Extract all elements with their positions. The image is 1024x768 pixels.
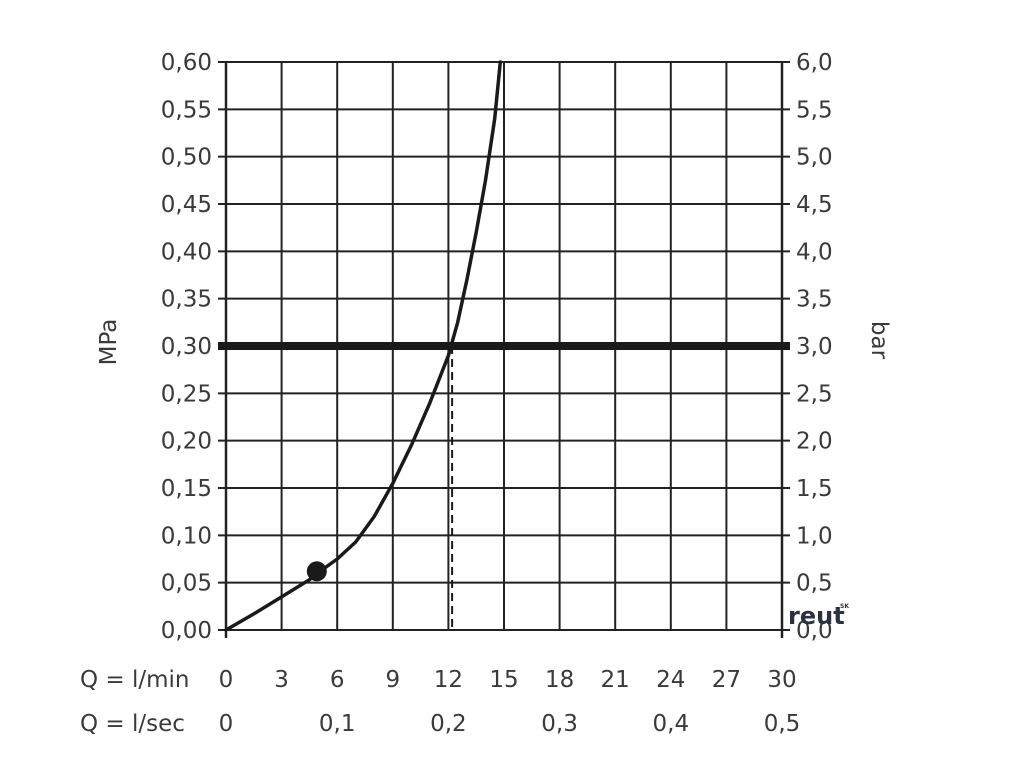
y-tick-label-left: 0,35 (161, 287, 212, 313)
pressure-flow-curve (224, 60, 503, 632)
x-axis-label-lsec: Q = l/sec (80, 711, 185, 737)
plot-area (218, 60, 790, 632)
watermark-logo-sup: SK (840, 603, 849, 610)
x-tick-label-lmin: 21 (601, 667, 630, 693)
x-tick-label-lmin: 15 (489, 667, 518, 693)
x-axis-ticks-lmin: 0 3 6 9 12 15 18 21 24 27 30 (219, 667, 797, 693)
left-axis-ticks: 0,00 0,05 0,10 0,15 0,20 0,25 0,30 0,35 0,40 0,45… (161, 50, 212, 644)
x-tick-label-lsec: 0,4 (653, 711, 690, 737)
y-tick-label-left: 0,60 (161, 50, 212, 76)
y-tick-label-left: 0,50 (161, 145, 212, 171)
y-tick-label-right: 3,0 (796, 334, 833, 360)
x-tick-label-lmin: 27 (712, 667, 741, 693)
y-tick-label-right: 4,5 (796, 192, 833, 218)
y-tick-label-right: 3,5 (796, 287, 833, 313)
y-tick-label-left: 0,25 (161, 381, 212, 407)
x-tick-label-lmin: 0 (219, 667, 234, 693)
y-tick-label-right: 5,0 (796, 145, 833, 171)
x-tick-label-lsec: 0,1 (319, 711, 356, 737)
x-tick-label-lmin: 3 (274, 667, 289, 693)
y-tick-label-left: 0,15 (161, 476, 212, 502)
y-axis-title-left: MPa (96, 319, 122, 366)
x-tick-label-lsec: 0 (219, 711, 234, 737)
y-tick-label-left: 0,05 (161, 571, 212, 597)
y-tick-label-left: 0,00 (161, 618, 212, 644)
y-tick-label-right: 5,5 (796, 97, 833, 123)
y-tick-label-left: 0,55 (161, 97, 212, 123)
y-tick-label-left: 0,40 (161, 239, 212, 265)
y-tick-label-left: 0,45 (161, 192, 212, 218)
x-tick-label-lmin: 6 (330, 667, 345, 693)
x-tick-label-lsec: 0,3 (541, 711, 578, 737)
y-tick-label-right: 0,0 (796, 618, 833, 644)
y-tick-label-right: 1,5 (796, 476, 833, 502)
y-tick-label-right: 0,5 (796, 571, 833, 597)
y-tick-label-right: 2,5 (796, 381, 833, 407)
y-tick-label-right: 6,0 (796, 50, 833, 76)
x-tick-label-lmin: 9 (385, 667, 400, 693)
y-tick-label-left: 0,30 (161, 334, 212, 360)
y-axis-title-right: bar (866, 321, 892, 360)
x-tick-label-lmin: 24 (656, 667, 685, 693)
y-tick-label-left: 0,20 (161, 429, 212, 455)
watermark-logo: reut (788, 602, 845, 630)
x-tick-label-lmin: 12 (434, 667, 463, 693)
y-tick-label-right: 2,0 (796, 429, 833, 455)
x-tick-label-lmin: 30 (767, 667, 796, 693)
y-tick-label-left: 0,10 (161, 523, 212, 549)
x-tick-label-lsec: 0,5 (764, 711, 801, 737)
y-tick-label-right: 4,0 (796, 239, 833, 265)
x-axis-ticks-lsec: 0 0,1 0,2 0,3 0,4 0,5 (219, 711, 801, 737)
y-tick-label-right: 1,0 (796, 523, 833, 549)
right-axis-ticks: 0,0 0,5 1,0 1,5 2,0 2,5 3,0 3,5 4,0 4,5 5,0 5,5 6,0 (796, 50, 833, 644)
marker-point (306, 561, 327, 582)
x-axis-label-lmin: Q = l/min (80, 667, 190, 693)
x-tick-label-lsec: 0,2 (430, 711, 467, 737)
x-tick-label-lmin: 18 (545, 667, 574, 693)
